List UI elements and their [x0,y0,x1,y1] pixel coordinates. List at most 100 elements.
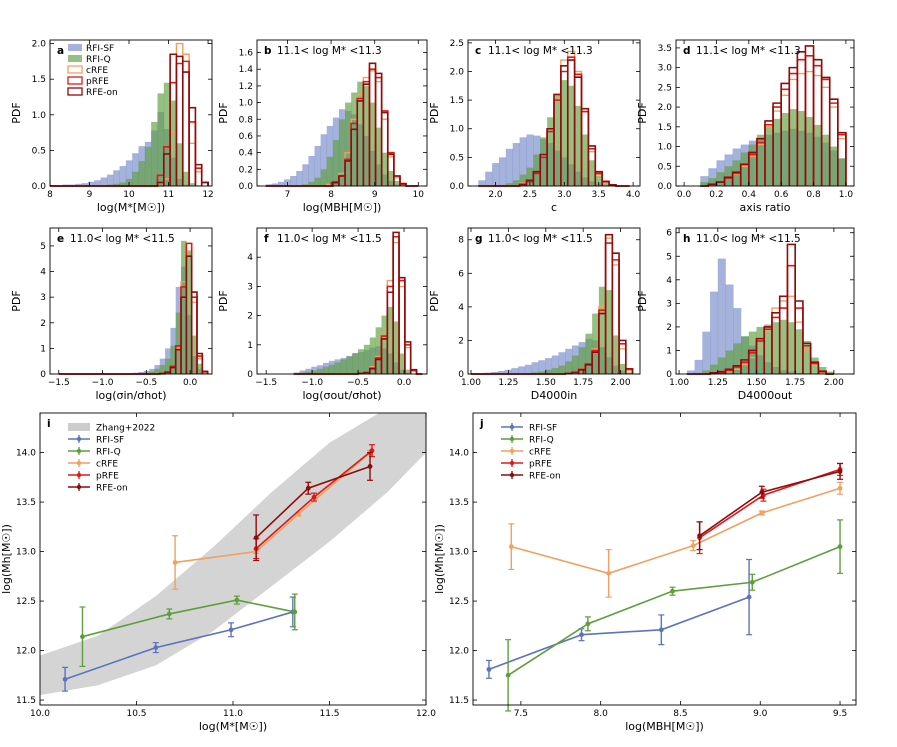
bar-sf [531,362,539,374]
data-point [367,464,373,469]
bar-q [725,350,734,374]
x-tick-label: 9 [372,190,378,200]
y-tick-label: 0.0 [658,182,673,192]
bar-q [149,371,155,374]
x-tick-label: 0.0 [397,378,412,388]
bar-q [352,352,359,374]
x-tick-label: 9 [87,190,93,200]
bar-q [554,94,562,186]
bar-q [519,174,527,186]
data-point [80,634,85,640]
x-axis-label: log(M*[M☉]) [199,720,267,733]
legend-marker [509,472,515,478]
y-tick-label: 0 [40,370,46,380]
bar-q [740,152,750,186]
y-axis-label: PDF [217,290,230,311]
bar-q [585,333,593,374]
bar-q [338,119,346,186]
bar-sf [326,125,334,186]
y-tick-label: 0.4 [239,149,254,159]
panel-letter: g [475,233,483,245]
bar-q [387,306,394,374]
y-tick-label: 2.0 [658,103,673,113]
bar-sf [485,171,493,186]
y-tick-label: 12.0 [16,647,36,657]
bar-q [733,343,742,374]
y-tick-label: 4 [40,268,46,278]
bar-q [334,362,341,374]
y-tick-label: 4 [666,276,672,286]
bar-q [399,353,406,374]
data-point [749,579,755,585]
y-tick-label: 12.5 [449,597,469,607]
x-tick-label: 1.0 [839,190,854,200]
x-tick-label: −1.0 [301,378,323,388]
bar-q [581,134,589,186]
y-tick-label: 0.0 [32,182,47,192]
y-tick-label: 1.6 [239,49,254,59]
bar-sf [106,174,114,186]
bar-q [113,183,120,186]
bar-q [345,102,352,186]
legend-marker [76,460,82,466]
x-tick-label: 9.0 [753,709,768,719]
data-point [579,632,584,638]
y-axis-label: PDF [10,290,23,311]
y-tick-label: 2.0 [450,67,465,77]
bar-q [547,117,555,186]
x-tick-label: 1.25 [498,378,518,388]
x-axis-label: log(σin/σhot) [95,389,166,402]
y-tick-label: 2 [666,323,672,333]
bar-q [144,146,152,186]
bar-sf [305,368,312,374]
y-tick-label: 1.0 [32,111,47,121]
panel-title: 11.1< log M* <11.3 [277,45,382,57]
bar-q [151,121,158,186]
axes-frame [675,39,855,187]
bar-sf [512,143,520,186]
legend-label: Zhang+2022 [96,424,155,434]
panel-letter: j [479,418,484,430]
y-tick-label: 1.5 [658,123,672,133]
legend-marker [509,424,515,430]
legend-marker [509,460,515,466]
bar-sf [717,258,726,374]
bar-q [302,184,309,186]
y-tick-label: 4 [458,303,464,313]
bar-q [756,326,765,374]
bar-q [317,368,324,374]
data-point [305,485,311,491]
x-axis-label: D4000in [531,389,578,402]
bar-q [560,80,569,186]
bar-q [588,160,596,186]
series-line [64,611,294,681]
x-tick-label: 7.5 [514,709,528,719]
x-tick-label: 11.0 [223,709,243,719]
bar-sf [87,181,95,186]
bar-sf [498,157,507,186]
legend-marker [509,448,515,454]
bar-sf [519,137,527,186]
y-tick-label: 11.5 [16,696,36,706]
bar-q [802,341,811,374]
x-tick-label: 1.75 [785,378,805,388]
legend-label: RFI-SF [86,44,114,54]
legend-swatch [67,65,83,74]
bar-q [710,364,719,374]
panel-title: 11.0< log M* <11.5 [277,233,382,245]
bar-sf [308,155,315,186]
y-tick-label: 13.5 [16,498,36,508]
data-point [837,485,843,491]
bar-q [571,355,579,374]
y-tick-label: 6 [458,269,464,279]
data-point [228,627,234,633]
bar-q [322,366,330,374]
legend-marker [76,472,82,478]
panel-letter: i [47,418,51,430]
legend-marker [76,448,82,454]
y-tick-label: 1.5 [32,75,46,85]
bar-q [176,143,184,186]
y-axis-label: PDF [10,102,23,123]
bar-sf [700,176,709,186]
bar-q [821,134,831,186]
